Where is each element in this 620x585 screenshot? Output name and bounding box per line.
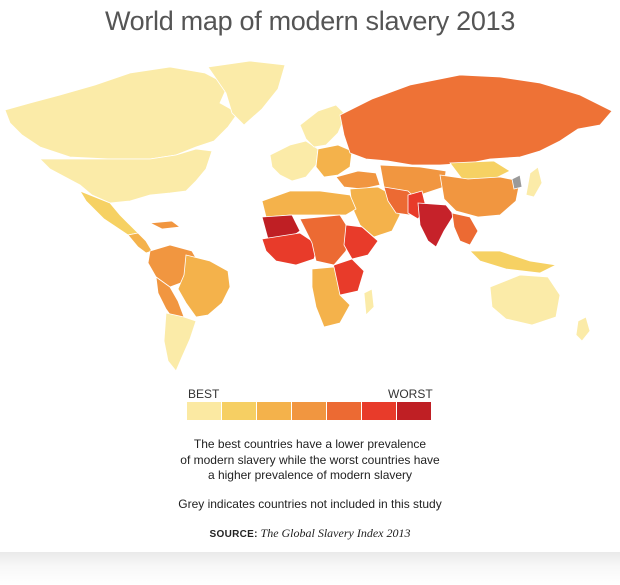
legend-swatch-6 [362,402,396,420]
region-southern-cone [163,312,197,372]
region-india [417,202,455,248]
region-north-africa [261,190,357,218]
caption-line: of modern slavery while the worst countr… [180,452,440,467]
region-central-africa [299,214,351,266]
region-southern-africa [311,266,351,328]
caption-line: The best countries have a lower prevalen… [193,437,427,451]
region-russia [339,74,613,166]
region-central-america [127,232,153,254]
region-west-africa [261,232,319,266]
region-mongolia [449,160,511,180]
region-madagascar [363,288,375,316]
legend-best-label: BEST [188,387,220,401]
map-title: World map of modern slavery 2013 [104,6,516,36]
region-indonesia-philippines [469,250,558,274]
infographic-card: World map of modern slavery 2013 [4,6,613,541]
legend-color-scale [187,402,431,420]
caption-line: a higher prevalence of modern slavery [207,468,413,482]
grey-note: Grey indicates countries not included in… [178,497,442,511]
region-horn-of-africa [343,224,379,260]
card-shadow [0,552,620,585]
region-scandinavia [299,104,347,148]
region-southeast-mainland [451,212,479,246]
region-caribbean [148,220,182,230]
source-label: SOURCE: [209,529,258,540]
region-new-zealand [575,316,591,342]
region-western-europe [269,140,319,182]
region-turkey-caucasus [335,170,381,190]
legend-swatch-4 [292,402,326,420]
region-japan [525,166,543,198]
legend-swatch-2 [222,402,256,420]
region-north-korea [511,174,523,190]
legend-swatch-5 [327,402,361,420]
region-australia [489,274,561,326]
source-text: The Global Slavery Index 2013 [260,526,411,540]
region-eastern-europe [315,144,353,178]
region-canada-alaska [4,66,239,160]
legend-swatch-7 [397,402,431,420]
world-map [4,60,613,372]
region-usa [39,148,213,204]
legend-caption: The best countries have a lower prevalen… [120,437,500,484]
legend-swatch-3 [257,402,291,420]
source-line: SOURCE: The Global Slavery Index 2013 [100,526,520,541]
legend-swatch-1 [187,402,221,420]
region-china [439,174,521,218]
region-brazil [177,254,231,318]
legend-worst-label: WORST [388,387,433,401]
region-greenland [207,60,286,126]
